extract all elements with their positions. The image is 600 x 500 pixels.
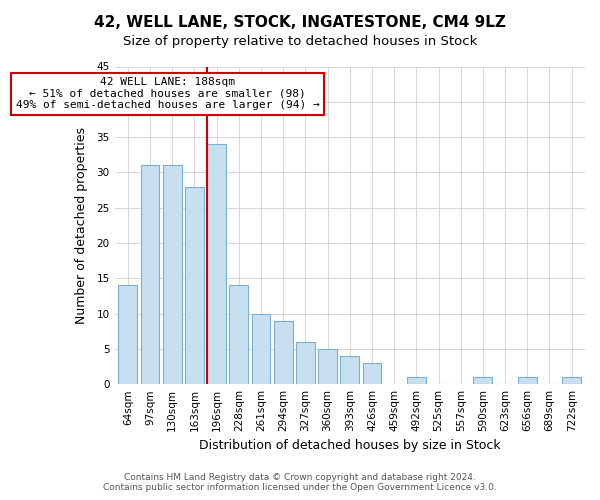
Bar bbox=[229, 286, 248, 384]
Text: Size of property relative to detached houses in Stock: Size of property relative to detached ho… bbox=[123, 35, 477, 48]
Text: 42 WELL LANE: 188sqm
← 51% of detached houses are smaller (98)
49% of semi-detac: 42 WELL LANE: 188sqm ← 51% of detached h… bbox=[16, 77, 319, 110]
Text: 42, WELL LANE, STOCK, INGATESTONE, CM4 9LZ: 42, WELL LANE, STOCK, INGATESTONE, CM4 9… bbox=[94, 15, 506, 30]
Y-axis label: Number of detached properties: Number of detached properties bbox=[75, 127, 88, 324]
Bar bbox=[207, 144, 226, 384]
Bar bbox=[296, 342, 315, 384]
Bar bbox=[362, 363, 382, 384]
Bar bbox=[163, 166, 182, 384]
Bar bbox=[473, 377, 493, 384]
Text: Contains HM Land Registry data © Crown copyright and database right 2024.
Contai: Contains HM Land Registry data © Crown c… bbox=[103, 473, 497, 492]
Bar bbox=[407, 377, 426, 384]
Bar bbox=[274, 320, 293, 384]
Bar bbox=[251, 314, 271, 384]
Bar bbox=[185, 186, 204, 384]
Bar bbox=[340, 356, 359, 384]
Bar bbox=[140, 166, 160, 384]
Bar bbox=[318, 349, 337, 384]
Bar bbox=[518, 377, 537, 384]
Bar bbox=[118, 286, 137, 384]
X-axis label: Distribution of detached houses by size in Stock: Distribution of detached houses by size … bbox=[199, 440, 500, 452]
Bar bbox=[562, 377, 581, 384]
